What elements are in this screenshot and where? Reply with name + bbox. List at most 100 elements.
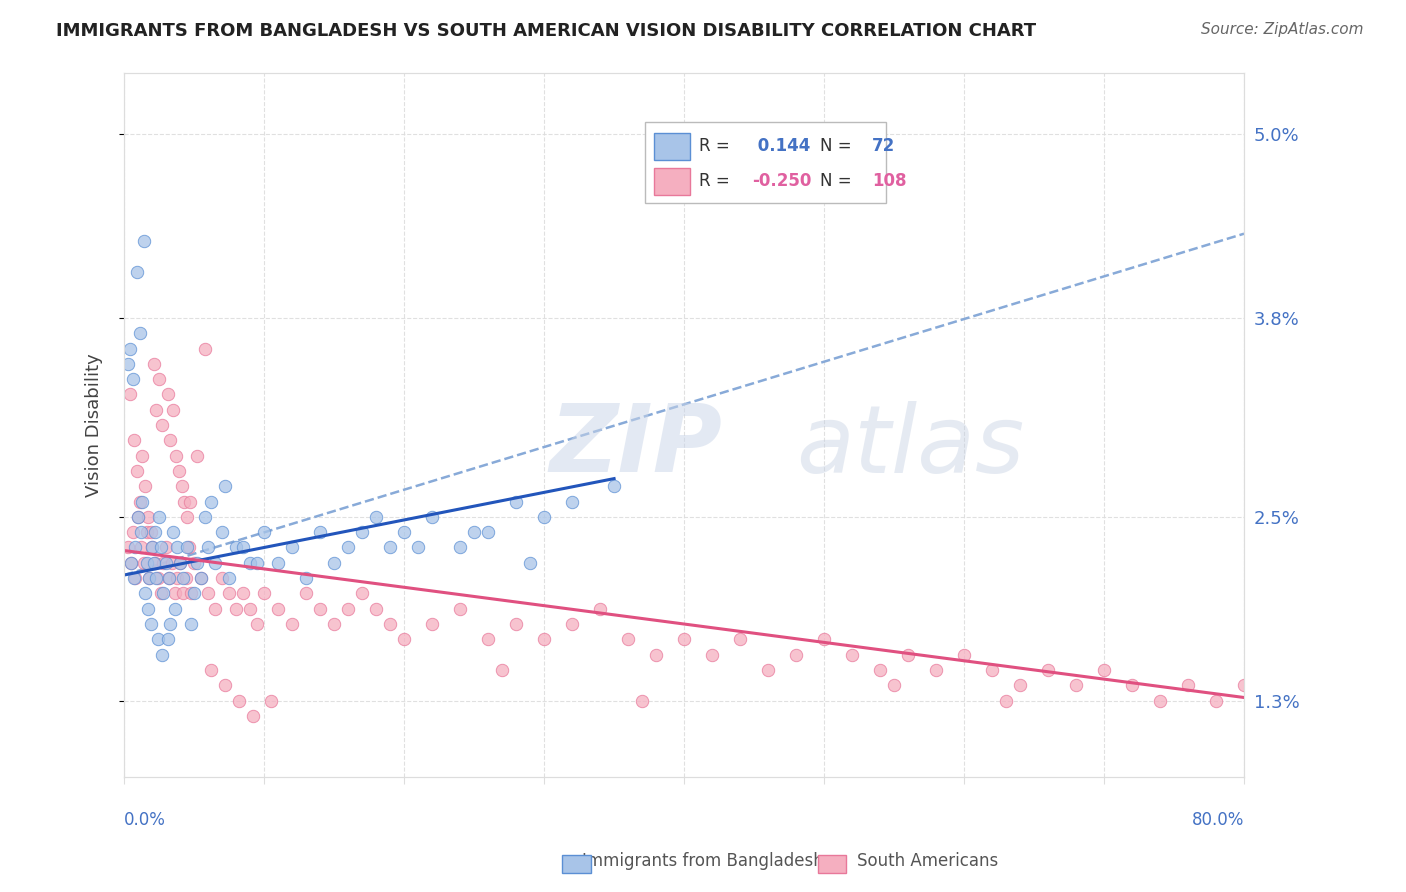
Point <box>281 541 304 555</box>
Point <box>239 556 262 570</box>
Point <box>392 525 415 540</box>
Point <box>190 571 212 585</box>
Point <box>211 525 233 540</box>
Point <box>166 571 188 585</box>
FancyBboxPatch shape <box>645 122 886 203</box>
Point <box>785 648 807 662</box>
Point <box>477 525 499 540</box>
Text: Source: ZipAtlas.com: Source: ZipAtlas.com <box>1201 22 1364 37</box>
Point <box>183 556 205 570</box>
Point <box>631 693 654 707</box>
Point <box>118 342 141 356</box>
Point <box>135 525 157 540</box>
Point <box>246 556 269 570</box>
Point <box>897 648 920 662</box>
Point <box>135 556 157 570</box>
Point <box>177 541 200 555</box>
Point <box>352 525 374 540</box>
Point <box>127 509 149 524</box>
Point <box>180 586 202 600</box>
Point <box>1092 663 1115 677</box>
Point <box>120 556 142 570</box>
Text: -0.250: -0.250 <box>752 172 811 190</box>
Point <box>449 541 471 555</box>
Point <box>281 617 304 632</box>
Point <box>813 632 835 647</box>
Point <box>172 571 194 585</box>
Point <box>169 556 191 570</box>
Point <box>869 663 891 677</box>
Point <box>197 541 219 555</box>
Point <box>645 648 668 662</box>
Point <box>1177 678 1199 692</box>
Point <box>204 601 226 615</box>
Point <box>159 617 181 632</box>
Point <box>169 556 191 570</box>
Point <box>561 494 583 508</box>
Point <box>170 479 193 493</box>
Point <box>449 601 471 615</box>
Point <box>125 464 148 478</box>
Point <box>117 541 139 555</box>
Point <box>406 541 429 555</box>
Point <box>131 449 153 463</box>
Point <box>477 632 499 647</box>
Point <box>463 525 485 540</box>
Point <box>166 541 188 555</box>
Point <box>673 632 696 647</box>
Point <box>156 387 179 401</box>
Point <box>152 556 174 570</box>
Point <box>186 449 208 463</box>
Text: R =: R = <box>699 172 734 190</box>
Point <box>925 663 948 677</box>
Point <box>131 494 153 508</box>
Point <box>180 617 202 632</box>
Point <box>117 357 139 371</box>
Point <box>617 632 640 647</box>
Point <box>1121 678 1143 692</box>
Point <box>505 617 527 632</box>
Point <box>172 586 194 600</box>
Point <box>163 586 186 600</box>
Point <box>246 617 269 632</box>
Point <box>149 586 172 600</box>
Point <box>160 556 183 570</box>
Point <box>295 586 318 600</box>
Point <box>214 479 236 493</box>
Point <box>211 571 233 585</box>
Point <box>122 434 145 448</box>
Point <box>121 525 143 540</box>
Point <box>225 541 247 555</box>
Point <box>194 342 217 356</box>
Text: N =: N = <box>820 137 856 155</box>
Point <box>134 586 156 600</box>
Point <box>981 663 1004 677</box>
Point <box>136 601 159 615</box>
Text: Immigrants from Bangladesh: Immigrants from Bangladesh <box>582 852 824 870</box>
Point <box>200 494 222 508</box>
Point <box>125 265 148 279</box>
Point <box>156 632 179 647</box>
Point <box>309 525 332 540</box>
Point <box>253 525 276 540</box>
Point <box>995 693 1018 707</box>
Point <box>295 571 318 585</box>
Point <box>132 235 155 249</box>
Point <box>561 617 583 632</box>
Point <box>146 571 169 585</box>
Point <box>148 372 170 386</box>
Point <box>337 541 360 555</box>
Point <box>124 571 146 585</box>
Point <box>1205 693 1227 707</box>
Point <box>143 556 166 570</box>
Point <box>124 541 146 555</box>
Point <box>505 494 527 508</box>
Point <box>146 632 169 647</box>
Text: ZIP: ZIP <box>550 401 723 492</box>
Point <box>163 601 186 615</box>
Point <box>200 663 222 677</box>
Point <box>183 586 205 600</box>
Point <box>157 571 180 585</box>
Point <box>756 663 779 677</box>
Point <box>121 372 143 386</box>
